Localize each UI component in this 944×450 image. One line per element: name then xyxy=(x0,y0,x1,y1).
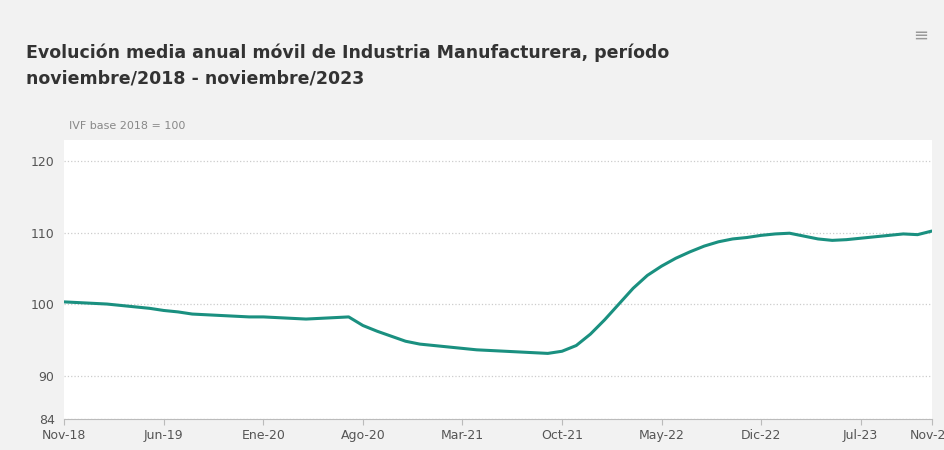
Text: IVF base 2018 = 100: IVF base 2018 = 100 xyxy=(69,121,185,131)
Text: ≡: ≡ xyxy=(912,26,927,44)
Text: Evolución media anual móvil de Industria Manufacturera, período
noviembre/2018 -: Evolución media anual móvil de Industria… xyxy=(26,43,669,88)
